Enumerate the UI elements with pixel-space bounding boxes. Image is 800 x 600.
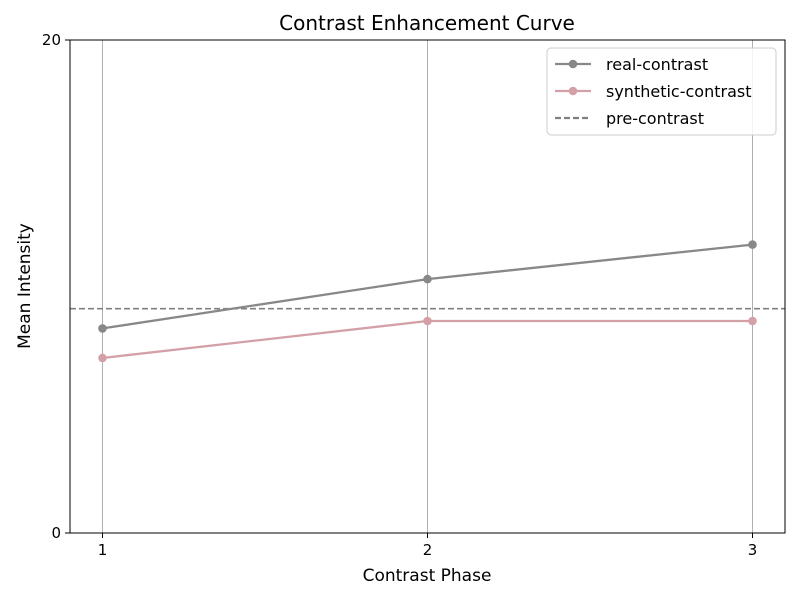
- synthetic-contrast-point: [748, 316, 757, 326]
- series-lines: [98, 240, 757, 363]
- synthetic-contrast-point: [98, 353, 107, 363]
- legend: real-contrast synthetic-contrast pre-contr…: [546, 47, 777, 136]
- legend-marker-real-contrast: [568, 59, 578, 69]
- legend-box: [546, 47, 777, 136]
- legend-label-pre-contrast: pre-contrast: [606, 109, 704, 128]
- chart-title: Contrast Enhancement Curve: [279, 11, 575, 35]
- legend-label-real-contrast: real-contrast: [606, 55, 708, 74]
- real-contrast-point: [423, 274, 432, 284]
- synthetic-contrast-point: [423, 316, 432, 326]
- x-axis-label: Contrast Phase: [363, 566, 492, 586]
- x-ticks: 1 2 3: [98, 533, 758, 559]
- x-tick-label: 1: [98, 541, 108, 559]
- y-tick-label: 20: [42, 31, 61, 49]
- y-ticks: 0 20: [42, 31, 70, 542]
- y-axis-label: Mean Intensity: [15, 223, 35, 349]
- real-contrast-point: [98, 324, 107, 333]
- real-contrast-point: [748, 240, 757, 249]
- x-tick-label: 2: [423, 541, 433, 559]
- y-tick-label: 0: [51, 524, 61, 542]
- legend-marker-synthetic-contrast: [568, 86, 578, 96]
- x-tick-label: 3: [748, 541, 758, 559]
- legend-label-synthetic-contrast: synthetic-contrast: [606, 82, 751, 101]
